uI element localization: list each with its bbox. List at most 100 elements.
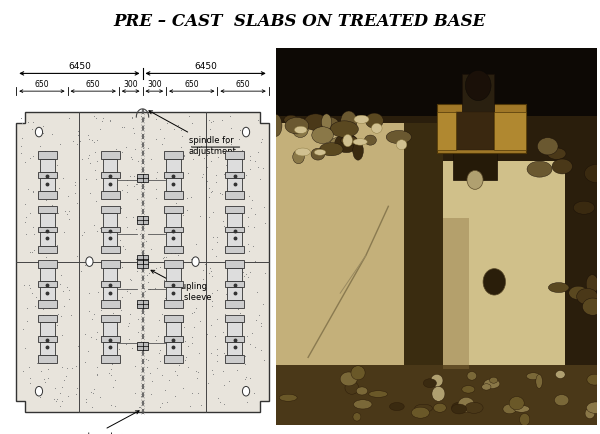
Point bbox=[104, 187, 113, 194]
Point bbox=[236, 343, 245, 350]
Point bbox=[190, 309, 199, 316]
Point bbox=[83, 132, 93, 139]
Point bbox=[106, 295, 115, 302]
Point bbox=[202, 240, 211, 247]
Point bbox=[84, 308, 94, 315]
Ellipse shape bbox=[458, 397, 475, 412]
Point bbox=[260, 204, 269, 211]
Ellipse shape bbox=[584, 164, 600, 183]
Point bbox=[228, 346, 238, 353]
Point bbox=[49, 395, 59, 402]
Point bbox=[260, 270, 270, 276]
Point bbox=[43, 348, 53, 355]
Point bbox=[66, 311, 76, 318]
Point bbox=[82, 175, 91, 182]
Bar bbox=[437, 112, 456, 150]
Point bbox=[212, 239, 222, 246]
Ellipse shape bbox=[341, 111, 357, 132]
Point bbox=[221, 208, 230, 215]
Point bbox=[130, 362, 140, 369]
Point bbox=[58, 174, 68, 181]
Point bbox=[226, 350, 235, 357]
Point bbox=[253, 289, 262, 296]
Point bbox=[20, 345, 29, 352]
Point bbox=[204, 270, 214, 276]
Point bbox=[139, 159, 148, 166]
Point bbox=[155, 347, 165, 354]
Point bbox=[237, 147, 247, 154]
Ellipse shape bbox=[320, 143, 343, 156]
Point bbox=[58, 288, 68, 295]
Point bbox=[157, 141, 167, 148]
Point bbox=[102, 261, 112, 268]
Point bbox=[132, 181, 142, 188]
Point bbox=[135, 404, 145, 411]
Point bbox=[28, 223, 38, 230]
Point bbox=[166, 344, 175, 351]
Point bbox=[36, 232, 46, 239]
Bar bbox=[103, 322, 118, 336]
Bar bbox=[40, 178, 55, 191]
Bar bbox=[225, 191, 244, 199]
Point bbox=[158, 254, 168, 261]
Point bbox=[110, 376, 119, 383]
Point bbox=[155, 264, 165, 271]
Ellipse shape bbox=[432, 386, 445, 401]
Point bbox=[115, 237, 125, 243]
Point bbox=[140, 287, 149, 294]
Point bbox=[179, 153, 189, 160]
Point bbox=[155, 404, 165, 411]
Bar bbox=[227, 233, 242, 246]
Point bbox=[235, 136, 244, 143]
Point bbox=[25, 209, 35, 216]
Point bbox=[222, 281, 232, 288]
Point bbox=[170, 149, 180, 156]
Point bbox=[238, 359, 248, 366]
Point bbox=[72, 385, 82, 391]
Point bbox=[71, 190, 80, 197]
Point bbox=[29, 188, 38, 195]
Point bbox=[44, 275, 53, 282]
Bar bbox=[227, 214, 242, 227]
Point bbox=[206, 157, 215, 164]
Point bbox=[130, 172, 139, 179]
Point bbox=[127, 345, 137, 352]
Bar bbox=[40, 159, 55, 172]
Point bbox=[211, 332, 220, 339]
Point bbox=[198, 276, 208, 283]
Point bbox=[98, 289, 107, 296]
Point bbox=[110, 403, 119, 410]
Bar bbox=[225, 336, 244, 342]
Point bbox=[245, 165, 254, 172]
Point bbox=[221, 139, 230, 146]
Point bbox=[255, 176, 265, 183]
Point bbox=[175, 320, 185, 327]
Point bbox=[203, 379, 212, 386]
Bar bbox=[225, 260, 244, 268]
Point bbox=[234, 178, 244, 185]
Point bbox=[251, 317, 261, 324]
Point bbox=[242, 399, 252, 406]
Ellipse shape bbox=[365, 113, 383, 128]
Point bbox=[117, 148, 127, 155]
Ellipse shape bbox=[353, 400, 372, 409]
Ellipse shape bbox=[556, 371, 565, 378]
Point bbox=[17, 135, 27, 141]
Point bbox=[116, 306, 125, 313]
Point bbox=[107, 366, 116, 373]
Point bbox=[81, 398, 91, 405]
Point bbox=[202, 330, 212, 337]
Point bbox=[28, 118, 37, 125]
Point bbox=[219, 349, 229, 356]
Point bbox=[41, 254, 51, 261]
Point bbox=[26, 248, 35, 255]
Ellipse shape bbox=[552, 159, 572, 174]
Point bbox=[251, 157, 260, 164]
Point bbox=[169, 125, 179, 132]
Point bbox=[55, 140, 65, 147]
Point bbox=[115, 345, 124, 352]
Ellipse shape bbox=[285, 117, 308, 134]
Point bbox=[119, 123, 129, 130]
Bar bbox=[164, 227, 183, 233]
Point bbox=[175, 361, 184, 368]
